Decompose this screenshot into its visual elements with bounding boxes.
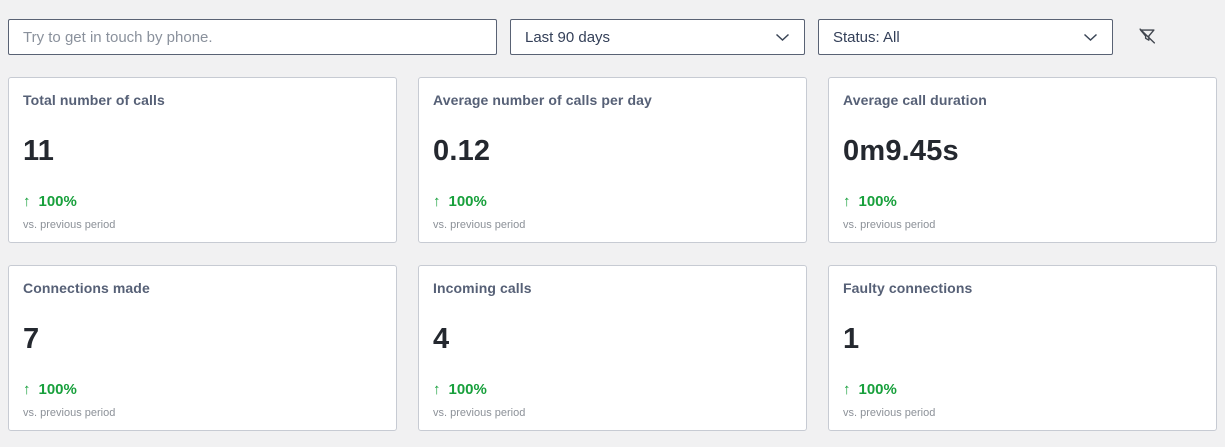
- stat-card-title: Total number of calls: [23, 92, 165, 108]
- trend-up-arrow-icon: ↑: [433, 381, 441, 398]
- trend-up-arrow-icon: ↑: [843, 193, 851, 210]
- stat-card-value: 7: [23, 323, 40, 355]
- search-input[interactable]: [8, 19, 497, 55]
- chevron-down-icon: [775, 33, 790, 42]
- stat-card-trend: ↑ 100%: [843, 193, 1202, 210]
- stat-card-trend: ↑ 100%: [23, 193, 382, 210]
- stat-card-avg-calls-per-day: Average number of calls per day 0.12 ↑ 1…: [418, 77, 807, 243]
- stat-card-connections-made: Connections made 7 ↑ 100% vs. previous p…: [8, 265, 397, 431]
- trend-percent: 100%: [448, 193, 487, 210]
- compare-period-label: vs. previous period: [843, 407, 936, 419]
- stat-card-trend: ↑ 100%: [433, 193, 792, 210]
- trend-percent: 100%: [38, 381, 77, 398]
- trend-percent: 100%: [448, 381, 487, 398]
- trend-percent: 100%: [858, 193, 897, 210]
- compare-period-label: vs. previous period: [23, 219, 116, 231]
- status-dropdown[interactable]: Status: All: [818, 19, 1113, 55]
- stat-card-incoming-calls: Incoming calls 4 ↑ 100% vs. previous per…: [418, 265, 807, 431]
- clear-filters-button[interactable]: [1132, 21, 1162, 54]
- compare-period-label: vs. previous period: [23, 407, 116, 419]
- stats-grid: Total number of calls 11 ↑ 100% vs. prev…: [0, 55, 1225, 431]
- compare-period-label: vs. previous period: [843, 219, 936, 231]
- trend-up-arrow-icon: ↑: [23, 193, 31, 210]
- stat-card-value: 0m9.45s: [843, 135, 959, 167]
- trend-up-arrow-icon: ↑: [23, 381, 31, 398]
- stat-card-value: 4: [433, 323, 450, 355]
- stat-card-value: 0.12: [433, 135, 491, 167]
- compare-period-label: vs. previous period: [433, 407, 526, 419]
- chevron-down-icon: [1083, 33, 1098, 42]
- stat-card-value: 11: [23, 135, 55, 167]
- trend-percent: 100%: [38, 193, 77, 210]
- stat-card-value: 1: [843, 323, 860, 355]
- stat-card-trend: ↑ 100%: [433, 381, 792, 398]
- filter-toolbar: Last 90 days Status: All: [0, 0, 1225, 55]
- stat-card-trend: ↑ 100%: [23, 381, 382, 398]
- trend-percent: 100%: [858, 381, 897, 398]
- stat-card-avg-call-duration: Average call duration 0m9.45s ↑ 100% vs.…: [828, 77, 1217, 243]
- stat-card-title: Incoming calls: [433, 280, 532, 296]
- trend-up-arrow-icon: ↑: [843, 381, 851, 398]
- stat-card-title: Average call duration: [843, 92, 987, 108]
- stat-card-title: Connections made: [23, 280, 150, 296]
- stat-card-title: Average number of calls per day: [433, 92, 652, 108]
- compare-period-label: vs. previous period: [433, 219, 526, 231]
- stat-card-total-calls: Total number of calls 11 ↑ 100% vs. prev…: [8, 77, 397, 243]
- date-range-dropdown-value: Last 90 days: [525, 28, 611, 46]
- stat-card-title: Faulty connections: [843, 280, 973, 296]
- status-dropdown-value: Status: All: [833, 28, 900, 46]
- date-range-dropdown[interactable]: Last 90 days: [510, 19, 805, 55]
- stat-card-trend: ↑ 100%: [843, 381, 1202, 398]
- filter-off-icon: [1136, 25, 1158, 50]
- trend-up-arrow-icon: ↑: [433, 193, 441, 210]
- stat-card-faulty-connections: Faulty connections 1 ↑ 100% vs. previous…: [828, 265, 1217, 431]
